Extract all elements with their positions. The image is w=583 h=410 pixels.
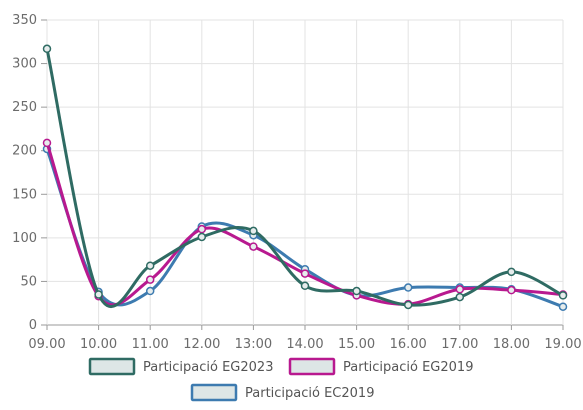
y-tick-label: 350 xyxy=(12,13,37,28)
series-lines xyxy=(42,44,568,311)
data-point[interactable] xyxy=(145,286,155,296)
x-tick-label: 16.00 xyxy=(390,337,427,352)
x-tick-label: 12.00 xyxy=(183,337,220,352)
data-point[interactable] xyxy=(455,285,465,294)
x-tick-label: 14.00 xyxy=(286,337,323,352)
grid xyxy=(46,19,564,326)
data-point[interactable] xyxy=(558,291,568,300)
legend-label: Participació EC2019 xyxy=(245,386,374,401)
x-tick-label: 09.00 xyxy=(28,337,65,352)
y-tick-label: 0 xyxy=(29,318,37,333)
y-tick-label: 250 xyxy=(12,100,37,115)
data-point[interactable] xyxy=(145,261,155,270)
data-point[interactable] xyxy=(42,138,52,148)
y-tick-label: 100 xyxy=(12,231,37,246)
series-line xyxy=(45,141,565,307)
data-point[interactable] xyxy=(300,281,310,291)
x-tick-label: 17.00 xyxy=(441,337,478,352)
x-tick-label: 10.00 xyxy=(80,337,117,352)
legend-item[interactable]: Participació EG2023 xyxy=(88,357,273,376)
x-tick-label: 19.00 xyxy=(544,337,581,352)
legend-swatch xyxy=(288,357,336,376)
data-point[interactable] xyxy=(249,226,258,236)
axes: 0 50 100 150 200 250 300 350 09.00 10.00 11.00 12.0… xyxy=(12,13,581,352)
legend-label: Participació EG2023 xyxy=(143,360,273,375)
data-point[interactable] xyxy=(455,292,465,302)
y-tick-label: 150 xyxy=(12,187,37,202)
data-point[interactable] xyxy=(197,224,207,234)
data-point[interactable] xyxy=(403,283,413,292)
data-point[interactable] xyxy=(300,269,310,278)
data-point[interactable] xyxy=(197,232,207,242)
series-0 xyxy=(42,44,568,310)
legend-item[interactable]: Participació EC2019 xyxy=(190,383,374,402)
data-point[interactable] xyxy=(94,290,103,299)
data-point[interactable] xyxy=(507,285,516,295)
y-tick-label: 300 xyxy=(12,57,37,72)
x-tick-label: 18.00 xyxy=(493,337,530,352)
data-point[interactable] xyxy=(145,275,155,284)
x-tick-label: 11.00 xyxy=(132,337,169,352)
legend-swatch xyxy=(88,357,136,376)
data-point[interactable] xyxy=(507,267,516,277)
x-tick-label: 13:00 xyxy=(235,337,272,352)
data-point[interactable] xyxy=(558,302,568,311)
data-point[interactable] xyxy=(352,286,361,296)
legend: Participació EG2023 Participació EG2019 Pa… xyxy=(88,357,473,402)
y-tick-label: 50 xyxy=(20,274,37,289)
data-point[interactable] xyxy=(403,300,413,310)
data-point[interactable] xyxy=(249,242,258,251)
x-tick-label: 15.00 xyxy=(338,337,375,352)
legend-item[interactable]: Participació EG2019 xyxy=(288,357,473,376)
data-point[interactable] xyxy=(42,44,52,54)
legend-swatch xyxy=(190,383,238,402)
y-tick-label: 200 xyxy=(12,144,37,159)
legend-label: Participació EG2019 xyxy=(343,360,473,375)
